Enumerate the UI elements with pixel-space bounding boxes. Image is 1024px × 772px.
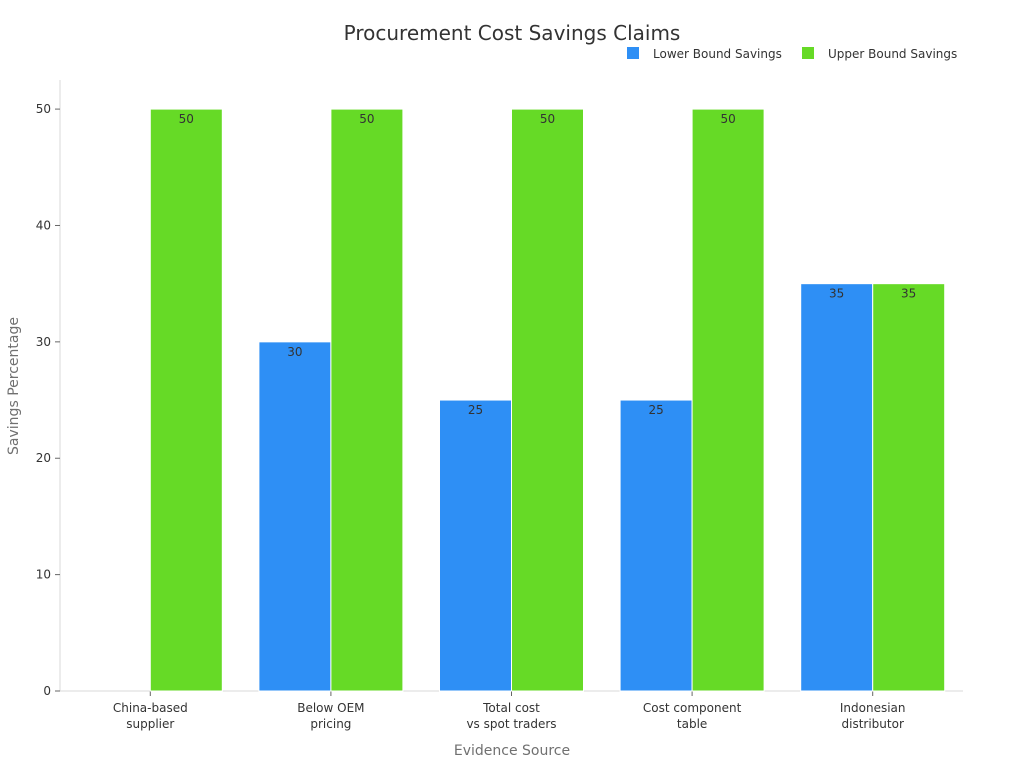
legend-label: Upper Bound Savings bbox=[828, 47, 957, 61]
y-axis-label: Savings Percentage bbox=[6, 317, 22, 455]
bar-data-label: 25 bbox=[648, 403, 663, 417]
y-tick-label: 20 bbox=[36, 451, 51, 465]
bar bbox=[439, 399, 512, 692]
bar bbox=[872, 283, 946, 692]
bar bbox=[258, 341, 332, 692]
y-tick-label: 40 bbox=[36, 218, 51, 232]
legend: Lower Bound Savings Upper Bound Savings bbox=[627, 47, 957, 61]
bar bbox=[330, 108, 404, 692]
bar-data-label: 30 bbox=[287, 345, 302, 359]
bar bbox=[149, 108, 223, 692]
bar bbox=[800, 283, 874, 692]
legend-swatch bbox=[802, 47, 814, 59]
y-tick-label: 30 bbox=[36, 335, 51, 349]
bar-data-label: 50 bbox=[359, 112, 374, 126]
y-tick-label: 50 bbox=[36, 102, 51, 116]
x-tick-label: Cost component table bbox=[643, 701, 742, 731]
legend-swatch bbox=[627, 47, 639, 59]
x-tick-label: Below OEM pricing bbox=[297, 701, 364, 731]
bar-data-label: 50 bbox=[179, 112, 194, 126]
legend-label: Lower Bound Savings bbox=[653, 47, 782, 61]
x-axis-label: Evidence Source bbox=[454, 743, 570, 759]
bar-data-label: 50 bbox=[540, 112, 555, 126]
x-tick-label: China-based supplier bbox=[113, 701, 188, 731]
bars: 50 30 50 25 50 25 50 35 35 bbox=[149, 108, 946, 692]
bar-data-label: 50 bbox=[720, 112, 735, 126]
x-tick-label: Total cost vs spot traders bbox=[466, 701, 556, 731]
bar-data-label: 25 bbox=[468, 403, 483, 417]
bar-data-label: 35 bbox=[901, 287, 916, 301]
chart-title: Procurement Cost Savings Claims bbox=[344, 21, 681, 45]
bar bbox=[511, 108, 584, 692]
y-tick-label: 0 bbox=[43, 684, 51, 698]
axes: 0 10 20 30 40 50 China-based supplier Below OEM p… bbox=[36, 80, 963, 731]
bar bbox=[619, 399, 693, 692]
bar bbox=[691, 108, 765, 692]
y-tick-label: 10 bbox=[36, 568, 51, 582]
bar-data-label: 35 bbox=[829, 287, 844, 301]
x-tick-label: Indonesian distributor bbox=[840, 701, 906, 731]
